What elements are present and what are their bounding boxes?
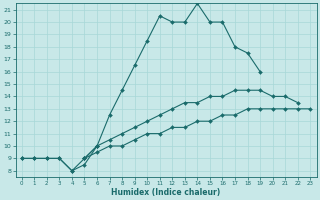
X-axis label: Humidex (Indice chaleur): Humidex (Indice chaleur) [111,188,221,197]
